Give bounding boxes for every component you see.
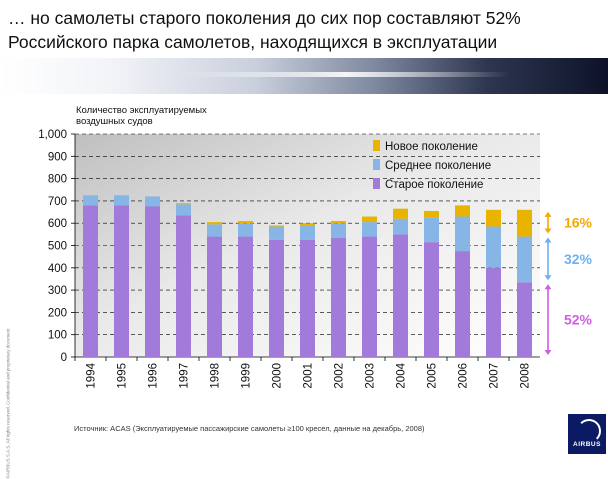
bar-segment: [362, 236, 377, 357]
bar-segment: [114, 195, 129, 206]
bar-segment: [207, 224, 222, 237]
bar-segment: [393, 218, 408, 235]
bar-segment: [455, 251, 470, 357]
bar-segment: [517, 236, 532, 283]
airbus-logo: AIRBUS: [568, 414, 606, 454]
bar-segment: [331, 237, 346, 357]
bar-segment: [331, 223, 346, 238]
share-arrow-head: [544, 237, 552, 243]
x-tick-label: 2004: [396, 362, 408, 388]
share-label: 16%: [564, 215, 593, 231]
share-label: 52%: [564, 312, 593, 328]
y-tick-label: 400: [48, 263, 67, 275]
y-tick-label: 0: [61, 352, 67, 364]
y-tick-label: 100: [48, 330, 67, 342]
x-tick-label: 2003: [365, 363, 377, 389]
bar-segment: [300, 225, 315, 240]
bar-segment: [207, 222, 222, 225]
x-tick-label: 1995: [117, 363, 129, 389]
bar-segment: [176, 215, 191, 357]
bar-segment: [114, 205, 129, 357]
y-tick-label: 700: [48, 196, 67, 208]
x-tick-label: 1998: [210, 363, 222, 389]
bar-segment: [176, 203, 191, 205]
bar-segment: [362, 216, 377, 223]
x-tick-label: 2000: [272, 363, 284, 389]
bar-segment: [238, 220, 253, 224]
legend-swatch: [373, 178, 380, 189]
bar-segment: [83, 195, 98, 206]
bar-segment: [269, 239, 284, 357]
bar-segment: [362, 222, 377, 237]
share-arrow-head: [544, 350, 552, 355]
bar-segment: [300, 239, 315, 357]
legend-label: Новое поколение: [385, 141, 478, 153]
fleet-chart: Количество эксплуатируемых воздушных судо…: [38, 105, 593, 389]
x-tick-label: 2001: [303, 363, 315, 389]
bar-segment: [300, 223, 315, 226]
bar-segment: [486, 209, 501, 227]
header-banner: [0, 58, 608, 94]
share-label: 32%: [564, 251, 593, 267]
bar-segment: [331, 220, 346, 224]
bar-segment: [424, 217, 439, 243]
x-tick-label: 2005: [427, 363, 439, 389]
bar-segment: [207, 236, 222, 357]
bar-segment: [517, 209, 532, 237]
legend-label: Старое поколение: [385, 179, 483, 191]
bar-segment: [393, 208, 408, 219]
bar-segment: [455, 205, 470, 217]
bar-segment: [269, 225, 284, 227]
bar-segment: [176, 204, 191, 216]
x-tick-label: 2002: [334, 363, 346, 389]
x-tick-label: 1994: [86, 362, 98, 388]
y-tick-label: 500: [48, 241, 67, 253]
legend-label: Среднее поколение: [385, 160, 491, 172]
y-tick-label: 1,000: [38, 129, 67, 141]
x-tick-label: 2008: [520, 363, 532, 389]
slide-title: … но самолеты старого поколения до сих п…: [8, 8, 521, 52]
bar-segment: [145, 206, 160, 357]
bar-segment: [145, 196, 160, 207]
bar-segment: [393, 234, 408, 357]
x-tick-label: 1999: [241, 363, 253, 389]
bar-segment: [269, 226, 284, 240]
x-tick-label: 1997: [179, 363, 191, 389]
y-tick-label: 800: [48, 174, 67, 186]
bar-segment: [238, 223, 253, 237]
x-tick-label: 2006: [458, 363, 470, 389]
y-tick-label: 600: [48, 218, 67, 230]
x-tick-label: 2007: [489, 363, 501, 389]
bar-segment: [486, 267, 501, 357]
bar-segment: [517, 282, 532, 357]
y-tick-label: 300: [48, 285, 67, 297]
legend-swatch: [373, 159, 380, 170]
bar-segment: [424, 210, 439, 218]
bar-segment: [424, 242, 439, 357]
bar-segment: [238, 236, 253, 357]
share-arrow-head: [544, 284, 552, 290]
y-axis-title: Количество эксплуатируемых воздушных судо…: [76, 105, 207, 127]
share-arrow-head: [544, 275, 552, 281]
share-arrow-head: [544, 211, 552, 217]
y-tick-label: 200: [48, 307, 67, 319]
y-tick-label: 900: [48, 151, 67, 163]
share-arrow-head: [544, 228, 552, 234]
bar-segment: [455, 216, 470, 252]
legend-swatch: [373, 140, 380, 151]
bar-segment: [486, 226, 501, 268]
source-note: Источник: ACAS (Эксплуатируемые пассажир…: [74, 424, 425, 433]
bar-segment: [83, 205, 98, 357]
x-tick-label: 1996: [148, 363, 160, 389]
logo-text: AIRBUS: [573, 441, 601, 448]
